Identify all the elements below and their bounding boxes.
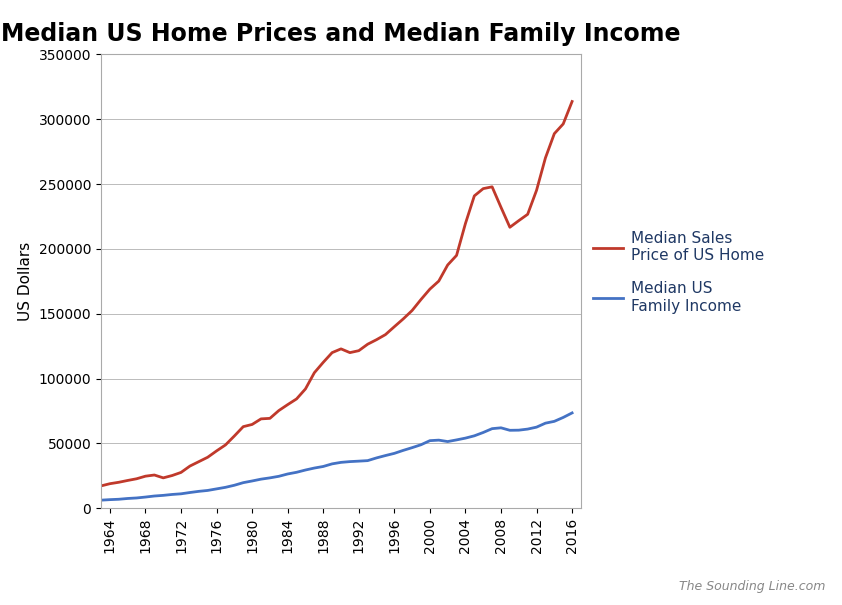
Text: The Sounding Line.com: The Sounding Line.com bbox=[679, 580, 825, 593]
Legend: Median Sales
Price of US Home, Median US
Family Income: Median Sales Price of US Home, Median US… bbox=[593, 231, 765, 314]
Y-axis label: US Dollars: US Dollars bbox=[19, 242, 33, 321]
Title: Median US Home Prices and Median Family Income: Median US Home Prices and Median Family … bbox=[1, 22, 681, 45]
